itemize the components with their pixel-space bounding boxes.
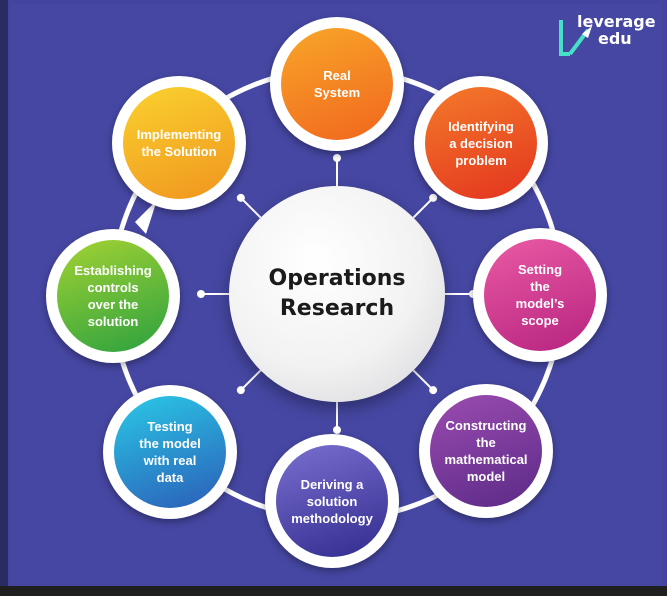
brand-logo: leverage edu [558, 14, 662, 58]
node-label: Real System [281, 28, 393, 140]
node-label: Establishing controls over the solution [57, 240, 169, 352]
node-setting-model-scope: Setting the model’s scope [473, 228, 607, 362]
node-label: Setting the model’s scope [484, 239, 596, 351]
node-constructing-mathematical-model: Constructing the mathematical model [419, 384, 553, 518]
spoke-dot [429, 193, 438, 202]
spoke-line [240, 369, 262, 391]
spoke-line [412, 197, 434, 219]
node-real-system: Real System [270, 17, 404, 151]
node-label: Identifying a decision problem [425, 87, 537, 199]
spoke-dot [236, 386, 245, 395]
node-identifying-decision-problem: Identifying a decision problem [414, 76, 548, 210]
node-label: Testing the model with real data [114, 396, 226, 508]
logo-mark-icon [559, 20, 592, 56]
node-establishing-controls: Establishing controls over the solution [46, 229, 180, 363]
logo-text-line1: leverage [577, 12, 656, 31]
logo-text-line2: edu [598, 29, 632, 48]
spoke-dot [197, 290, 205, 298]
node-label: Constructing the mathematical model [430, 395, 542, 507]
spoke-dot [333, 426, 341, 434]
spoke-dot [333, 154, 341, 162]
center-title: Operations Research [268, 266, 406, 321]
left-edge-strip [0, 0, 8, 596]
node-label: Deriving a solution methodology [276, 445, 388, 557]
spoke-line [412, 369, 434, 391]
spoke-line [240, 197, 262, 219]
node-deriving-solution-methodology: Deriving a solution methodology [265, 434, 399, 568]
spoke-dot [429, 386, 438, 395]
spoke-dot [236, 193, 245, 202]
node-implementing-solution: Implementing the Solution [112, 76, 246, 210]
bottom-edge-strip [0, 586, 667, 596]
arrow-head-icon [135, 200, 157, 234]
node-label: Implementing the Solution [123, 87, 235, 199]
center-circle: Operations Research [229, 186, 445, 402]
node-testing-model: Testing the model with real data [103, 385, 237, 519]
